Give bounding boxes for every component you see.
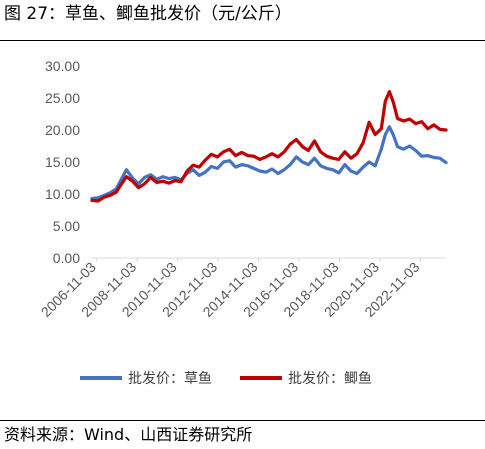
y-axis-ticks: 0.00 5.00 10.00 15.00 20.00 25.00 30.00 (45, 58, 80, 266)
bottom-rule (0, 420, 485, 421)
y-tick-label: 5.00 (53, 218, 80, 234)
line-chart: 0.00 5.00 10.00 15.00 20.00 25.00 30.00 2006-1… (38, 58, 448, 387)
legend: 批发价：草鱼 批发价：鲫鱼 (80, 370, 372, 387)
legend-label-1: 批发价：草鱼 (128, 370, 212, 387)
y-tick-label: 15.00 (45, 154, 80, 170)
legend-label-2: 批发价：鲫鱼 (288, 370, 372, 387)
y-tick-label: 25.00 (45, 90, 80, 106)
source-note: 资料来源：Wind、山西证券研究所 (4, 425, 253, 444)
top-rule (0, 40, 485, 41)
y-tick-label: 10.00 (45, 186, 80, 202)
y-tick-label: 0.00 (53, 250, 80, 266)
series-line-2 (90, 90, 448, 203)
x-axis-ticks: 2006-11-032008-11-032010-11-032012-11-03… (38, 258, 423, 320)
series-lines (90, 90, 448, 203)
figure-title: 图 27：草鱼、鲫鱼批发价（元/公斤） (4, 4, 292, 24)
y-tick-label: 20.00 (45, 122, 80, 138)
series-line-1 (90, 125, 448, 201)
y-tick-label: 30.00 (45, 58, 80, 74)
